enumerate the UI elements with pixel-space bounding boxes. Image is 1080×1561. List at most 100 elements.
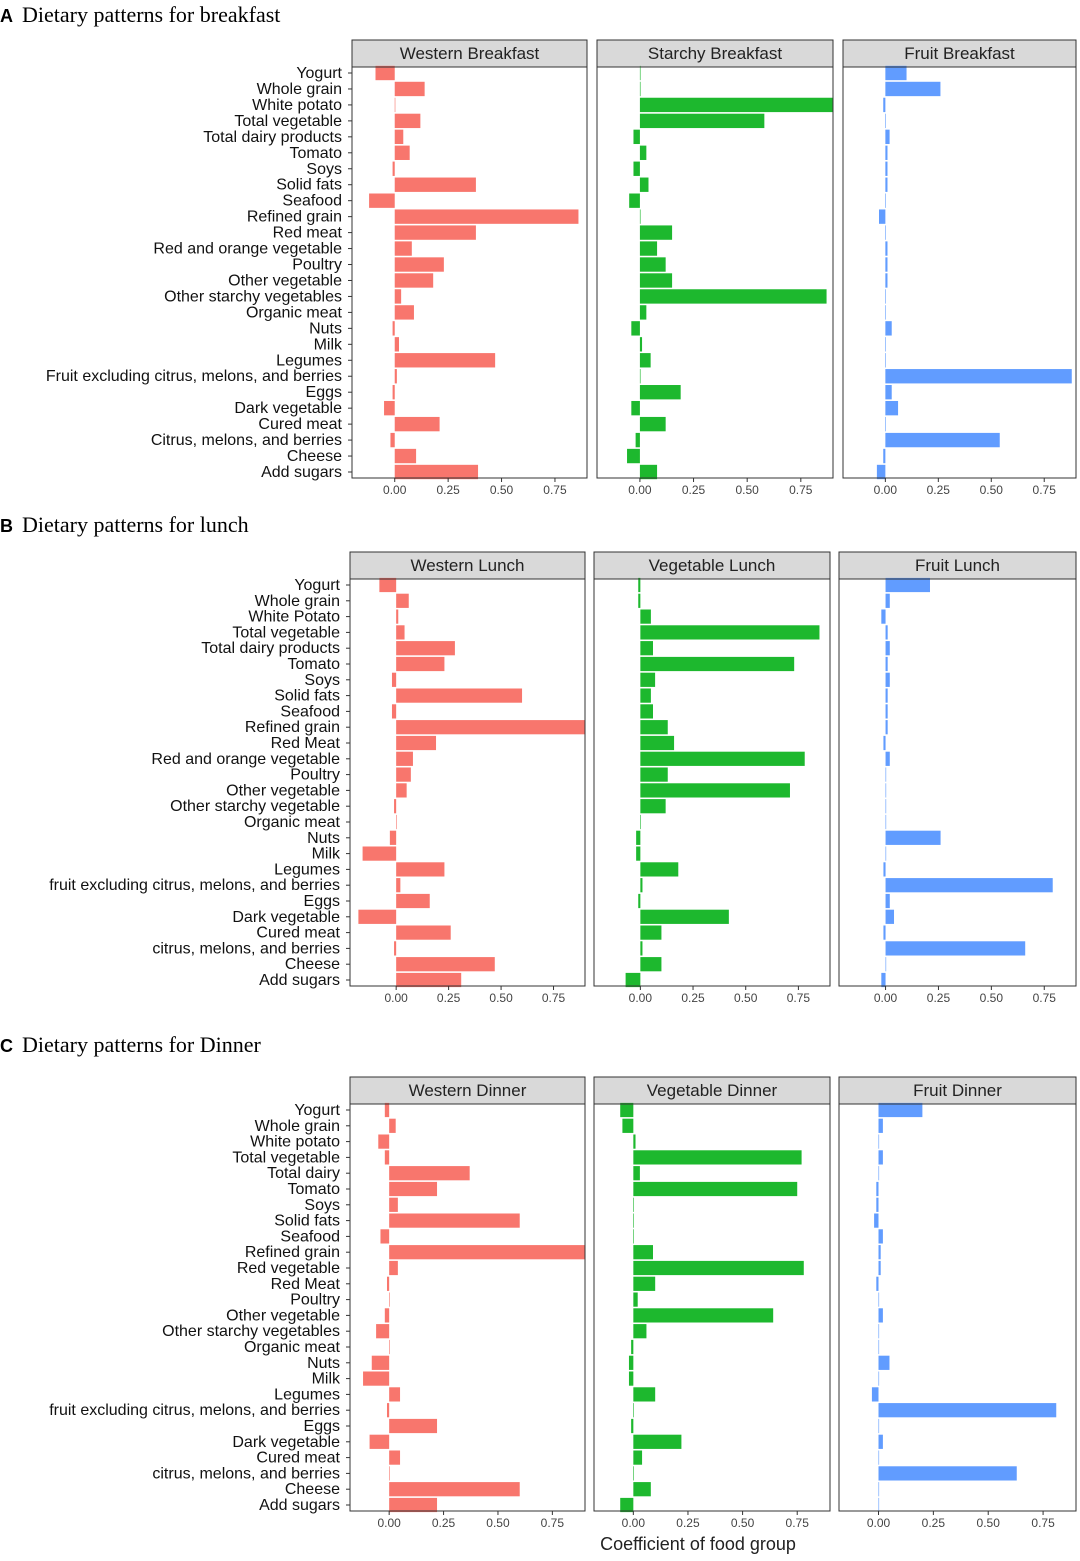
category-label-total-vegetable: Total vegetable bbox=[232, 624, 340, 641]
bar-vegetable-dinner-legumes bbox=[633, 1387, 656, 1402]
panel-border bbox=[351, 66, 588, 479]
bar-western-lunch-cured-meat bbox=[396, 925, 451, 940]
bar-fruit-breakfast-cheese bbox=[883, 448, 886, 464]
x-tick-label: 0.50 bbox=[486, 1516, 510, 1530]
bar-fruit-lunch-tomato bbox=[885, 656, 888, 672]
bar-fruit-dinner-refined-grain bbox=[878, 1245, 881, 1260]
bar-western-dinner-whole-grain bbox=[389, 1118, 396, 1133]
bar-starchy-breakfast-red-meat bbox=[639, 225, 673, 240]
bar-fruit-lunch-organic-meat bbox=[885, 814, 887, 830]
panel-strip-label: Western Lunch bbox=[410, 556, 524, 575]
category-label-seafood: Seafood bbox=[280, 703, 340, 720]
panel-border bbox=[596, 66, 834, 479]
bar-vegetable-dinner-poultry bbox=[633, 1292, 638, 1307]
bar-starchy-breakfast-poultry bbox=[639, 257, 666, 272]
category-label-milk: Milk bbox=[312, 846, 341, 863]
x-tick-label: 0.75 bbox=[541, 1516, 565, 1530]
panel-background bbox=[843, 67, 1076, 478]
bar-vegetable-dinner-eggs bbox=[631, 1418, 634, 1434]
bar-western-dinner-nuts bbox=[371, 1355, 390, 1370]
bar-fruit-breakfast-other-vegetable bbox=[885, 273, 888, 288]
bar-western-breakfast-whole-grain bbox=[394, 81, 425, 97]
bar-western-breakfast-red-meat bbox=[394, 225, 476, 240]
category-label-fruit-excluding-citrus-melons-and-berries: Fruit excluding citrus, melons, and berr… bbox=[46, 368, 342, 385]
category-label-dark-vegetable: Dark vegetable bbox=[232, 909, 340, 926]
category-label-red-meat: Red Meat bbox=[271, 1276, 341, 1293]
panel-vegetable-lunch: Vegetable Lunch 0.00 0.25 0.50 0.75 bbox=[593, 551, 831, 1005]
bar-starchy-breakfast-cured-meat bbox=[639, 416, 666, 432]
panel-background bbox=[839, 579, 1076, 986]
bar-western-dinner-other-vegetable bbox=[384, 1308, 390, 1323]
panel-strip-label: Fruit Breakfast bbox=[904, 44, 1015, 63]
bar-vegetable-dinner-total-vegetable bbox=[633, 1150, 802, 1165]
bar-fruit-lunch-poultry bbox=[885, 767, 887, 782]
bar-vegetable-dinner-cured-meat bbox=[633, 1450, 643, 1465]
bar-fruit-lunch-fruit-excluding-citrus-melons-and-berries bbox=[885, 878, 1053, 893]
bar-western-dinner-total-dairy bbox=[389, 1166, 470, 1181]
bar-vegetable-lunch-fruit-excluding-citrus-melons-and-berries bbox=[640, 878, 643, 893]
bar-western-dinner-other-starchy-vegetables bbox=[376, 1324, 390, 1339]
bar-fruit-lunch-cured-meat bbox=[883, 925, 886, 940]
panel-strip-label: Fruit Lunch bbox=[915, 556, 1000, 575]
bar-starchy-breakfast-seafood bbox=[629, 193, 640, 208]
category-label-total-dairy-products: Total dairy products bbox=[201, 640, 340, 657]
bar-western-lunch-organic-meat bbox=[396, 814, 397, 830]
panel-fruit-lunch: Fruit Lunch 0.00 0.25 0.50 0.75 bbox=[838, 551, 1077, 1005]
bar-vegetable-dinner-soys bbox=[633, 1197, 634, 1212]
bar-western-lunch-red-meat bbox=[396, 735, 437, 751]
category-label-legumes: Legumes bbox=[276, 352, 342, 369]
bar-fruit-dinner-legumes bbox=[871, 1387, 879, 1402]
category-label-tomato: Tomato bbox=[290, 145, 343, 162]
panel-background bbox=[350, 1104, 585, 1511]
category-label-poultry: Poultry bbox=[292, 257, 342, 274]
bar-fruit-dinner-yogurt bbox=[878, 1102, 923, 1118]
bar-vegetable-dinner-fruit-excluding-citrus-melons-and-berries bbox=[633, 1403, 634, 1418]
x-tick-label: 0.00 bbox=[622, 1516, 646, 1530]
panel-background bbox=[594, 579, 830, 986]
bar-fruit-breakfast-citrus-melons-and-berries bbox=[885, 432, 1000, 448]
bar-fruit-breakfast-seafood bbox=[885, 193, 886, 208]
category-label-cheese: Cheese bbox=[287, 448, 342, 465]
panel-border bbox=[593, 1103, 831, 1512]
bar-starchy-breakfast-other-starchy-vegetables bbox=[639, 289, 827, 304]
bar-fruit-breakfast-soys bbox=[885, 161, 888, 176]
bar-vegetable-dinner-milk bbox=[628, 1371, 634, 1386]
bar-starchy-breakfast-legumes bbox=[639, 353, 651, 368]
bar-fruit-lunch-nuts bbox=[885, 830, 941, 845]
bar-fruit-lunch-other-vegetable bbox=[885, 783, 887, 798]
bar-fruit-lunch-refined-grain bbox=[885, 720, 888, 735]
bar-fruit-breakfast-organic-meat bbox=[885, 305, 886, 320]
bar-vegetable-dinner-other-vegetable bbox=[633, 1308, 774, 1323]
bar-vegetable-lunch-other-starchy-vegetable bbox=[640, 799, 666, 814]
category-label-poultry: Poultry bbox=[290, 767, 340, 784]
bar-starchy-breakfast-solid-fats bbox=[639, 177, 649, 192]
panel-border bbox=[349, 1103, 586, 1512]
bar-starchy-breakfast-total-vegetable bbox=[639, 113, 765, 129]
category-label-milk: Milk bbox=[314, 336, 343, 353]
bar-western-breakfast-eggs bbox=[392, 385, 395, 400]
x-tick-label: 0.25 bbox=[432, 1516, 456, 1530]
category-label-red-and-orange-vegetable: Red and orange vegetable bbox=[153, 241, 342, 258]
category-label-soys: Soys bbox=[304, 1197, 340, 1214]
bar-western-breakfast-refined-grain bbox=[394, 209, 579, 224]
bar-western-dinner-seafood bbox=[380, 1229, 390, 1244]
bar-vegetable-lunch-red-and-orange-vegetable bbox=[640, 751, 805, 766]
bar-western-lunch-add-sugars bbox=[396, 972, 462, 988]
bar-western-dinner-eggs bbox=[389, 1418, 438, 1434]
category-label-total-dairy-products: Total dairy products bbox=[203, 129, 342, 146]
bar-western-dinner-refined-grain bbox=[389, 1245, 585, 1260]
bar-western-lunch-red-and-orange-vegetable bbox=[396, 751, 413, 766]
bar-western-lunch-total-vegetable bbox=[396, 625, 405, 640]
bar-fruit-dinner-organic-meat bbox=[878, 1339, 880, 1355]
panel-border bbox=[842, 66, 1077, 479]
bar-fruit-dinner-eggs bbox=[878, 1418, 880, 1434]
panel-border bbox=[838, 1103, 1077, 1512]
bar-vegetable-lunch-poultry bbox=[640, 767, 668, 782]
bar-vegetable-lunch-total-vegetable bbox=[640, 625, 820, 640]
x-tick-label: 0.75 bbox=[787, 991, 811, 1005]
bar-starchy-breakfast-nuts bbox=[631, 321, 640, 336]
bar-fruit-breakfast-red-meat bbox=[885, 225, 886, 240]
category-label-cheese: Cheese bbox=[285, 1481, 340, 1498]
category-label-tomato: Tomato bbox=[288, 656, 341, 673]
bar-western-lunch-yogurt bbox=[379, 577, 397, 593]
